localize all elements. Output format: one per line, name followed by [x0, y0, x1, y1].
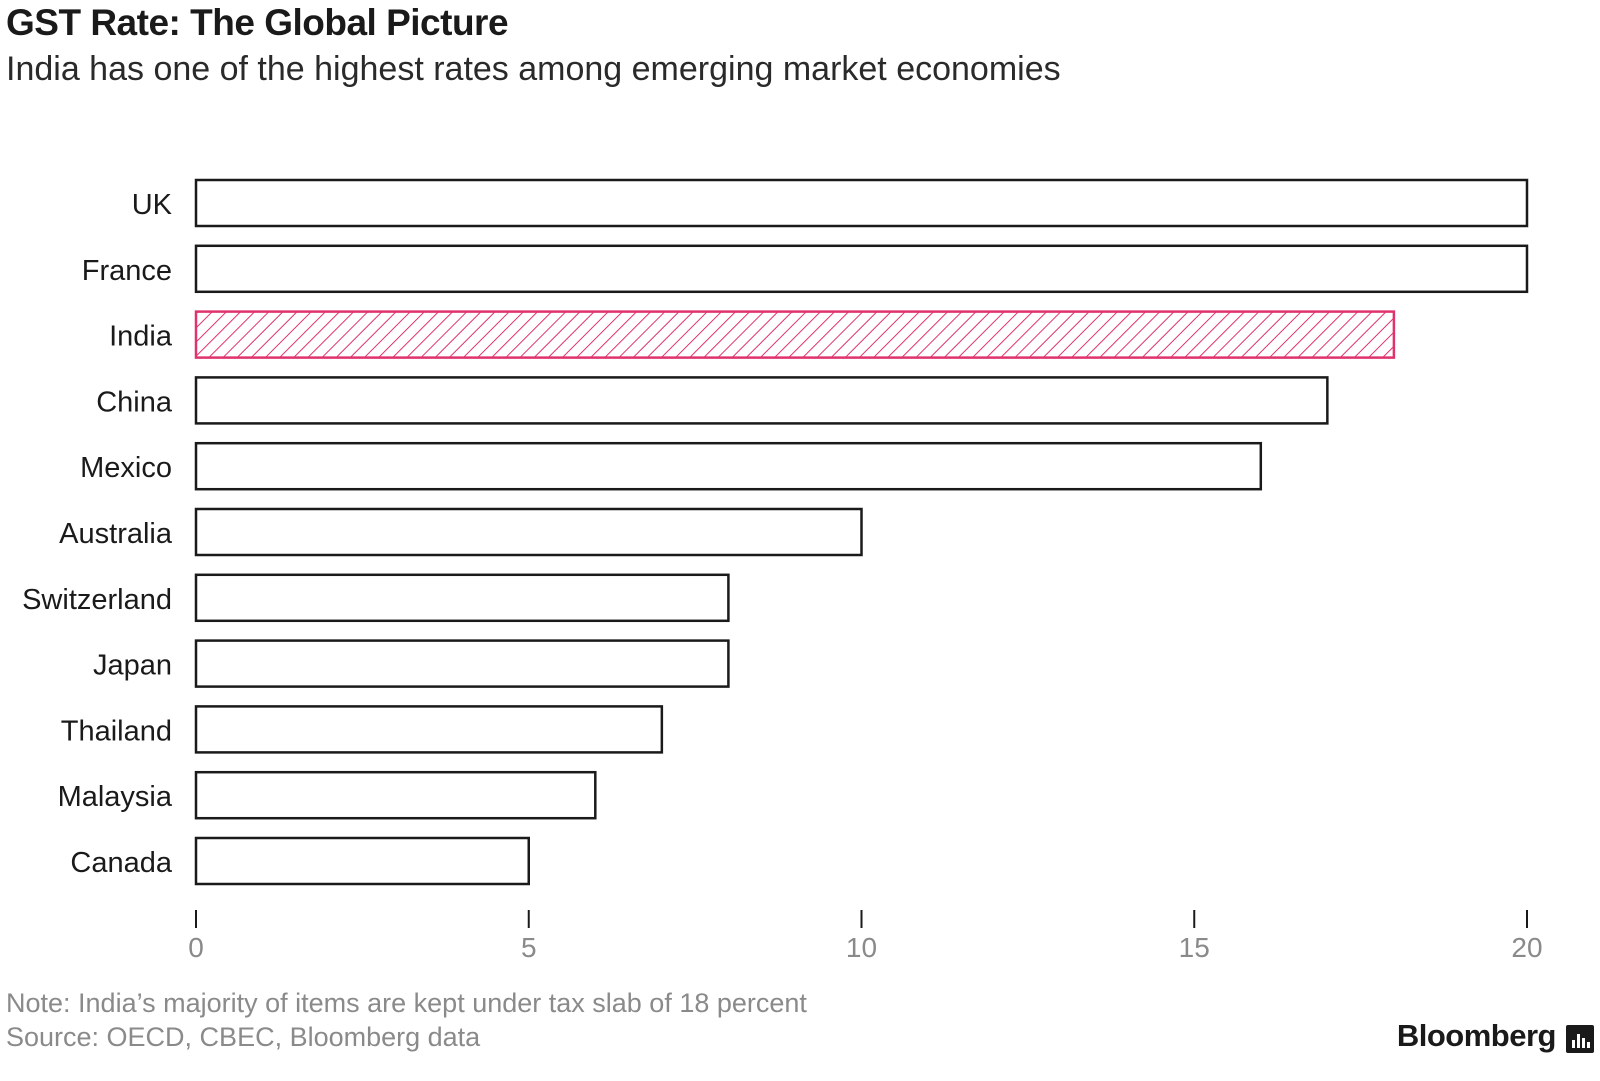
chart-subtitle: India has one of the highest rates among… [6, 50, 1061, 88]
category-label-japan: Japan [93, 650, 172, 682]
category-label-india: India [109, 321, 173, 353]
bar-malaysia [194, 770, 597, 820]
bars-layer [194, 178, 1529, 886]
bloomberg-logo-icon [1566, 1025, 1594, 1053]
bar-canada [194, 836, 530, 886]
x-tick-label-5: 5 [521, 932, 537, 963]
bar-france [194, 244, 1529, 294]
bar-mexico [194, 441, 1263, 491]
bar-japan [194, 639, 730, 688]
x-tick-label-15: 15 [1179, 932, 1210, 963]
category-labels: UK France India China Mexico Australia Switzer… [22, 189, 173, 879]
category-label-china: China [96, 386, 173, 418]
bar-india [194, 310, 1396, 359]
category-label-france: France [82, 255, 172, 287]
bar-chart: UK France India China Mexico Australia Switzer… [22, 178, 1543, 963]
x-tick-label-0: 0 [188, 932, 204, 963]
chart-source: Source: OECD, CBEC, Bloomberg data [6, 1022, 481, 1052]
chart-title: GST Rate: The Global Picture [6, 2, 509, 43]
category-label-mexico: Mexico [80, 452, 172, 484]
category-label-australia: Australia [59, 518, 173, 550]
category-label-thailand: Thailand [61, 715, 172, 747]
x-axis: 0 5 10 15 20 [188, 910, 1543, 963]
bar-australia [194, 507, 863, 557]
category-label-switzerland: Switzerland [22, 584, 172, 616]
chart-note: Note: India’s majority of items are kept… [6, 988, 807, 1018]
x-tick-label-10: 10 [846, 932, 877, 963]
bar-uk [194, 178, 1529, 228]
category-label-canada: Canada [70, 847, 172, 879]
bar-china [194, 376, 1329, 425]
bar-thailand [194, 705, 664, 754]
x-tick-label-20: 20 [1511, 932, 1542, 963]
bloomberg-logo: Bloomberg [1396, 1018, 1557, 1053]
bar-switzerland [194, 573, 730, 623]
category-label-malaysia: Malaysia [58, 781, 173, 813]
category-label-uk: UK [132, 189, 173, 221]
